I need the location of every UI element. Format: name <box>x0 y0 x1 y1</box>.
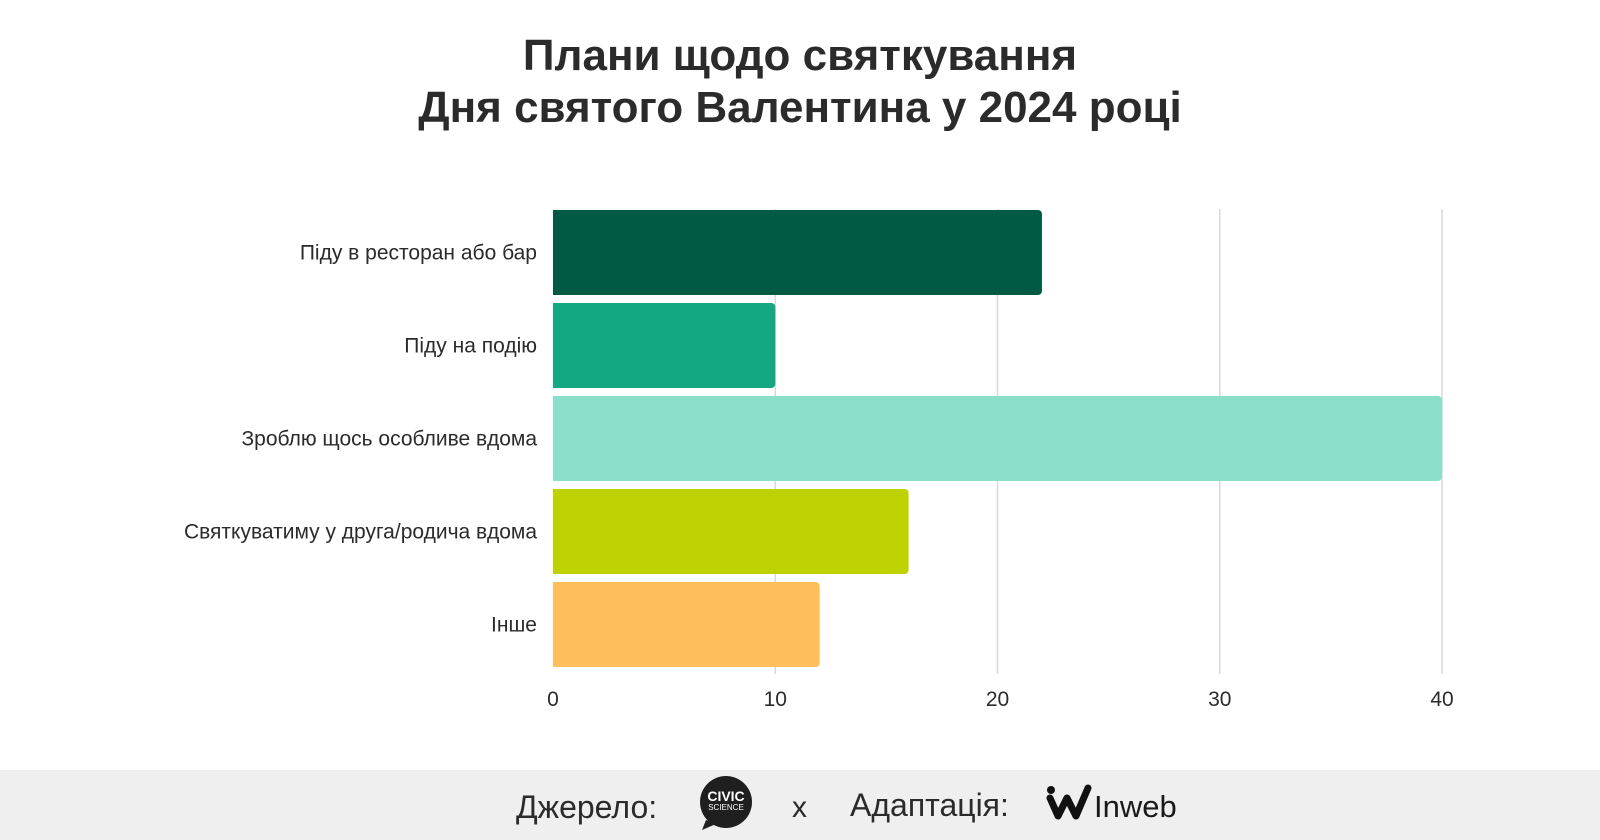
x-tick-label-3: 30 <box>1208 688 1231 711</box>
adaptation-label: Адаптація: <box>850 787 1009 823</box>
civic-science-logo-icon <box>700 776 752 830</box>
chart-title-line2: Дня святого Валентина у 2024 році <box>418 83 1182 132</box>
source-label: Джерело: <box>516 789 658 825</box>
civic-logo-line1: CIVIC <box>707 788 745 804</box>
category-label-2: Зроблю щось особливе вдома <box>241 428 537 451</box>
chart-title-line1: Плани щодо святкування <box>522 31 1078 80</box>
inweb-logo-icon <box>1046 784 1092 820</box>
civic-science-logo-text: CIVIC SCIENCE <box>698 788 754 813</box>
bar-edge-3 <box>553 489 559 574</box>
bar-1 <box>553 303 776 388</box>
category-label-1: Піду на подію <box>404 335 537 358</box>
separator-x: x <box>792 791 807 824</box>
bar-0 <box>553 210 1042 295</box>
chart-title: Плани щодо святкування Дня святого Вален… <box>0 30 1600 134</box>
civic-logo-line2: SCIENCE <box>708 803 744 812</box>
inweb-brand: Inweb <box>1094 789 1177 824</box>
bar-edge-2 <box>553 396 559 481</box>
category-label-3: Святкуватиму у друга/родича вдома <box>184 521 537 544</box>
bar-chart: Піду в ресторан або бар Піду на подію Зроб… <box>184 209 1454 711</box>
footer: Джерело: CIVIC SCIENCE x Адаптація: Inwe… <box>0 770 1600 840</box>
bar-4 <box>553 582 820 667</box>
bar-2 <box>553 396 1442 481</box>
x-tick-label-0: 0 <box>547 688 559 711</box>
x-tick-label-2: 20 <box>986 688 1009 711</box>
category-label-4: Інше <box>491 614 537 637</box>
bar-edge-1 <box>553 303 559 388</box>
bar-edge-4 <box>553 582 559 667</box>
bar-3 <box>553 489 909 574</box>
category-label-0: Піду в ресторан або бар <box>300 242 537 265</box>
x-tick-label-4: 40 <box>1430 688 1453 711</box>
x-tick-label-1: 10 <box>764 688 787 711</box>
bar-edge-0 <box>553 210 559 295</box>
